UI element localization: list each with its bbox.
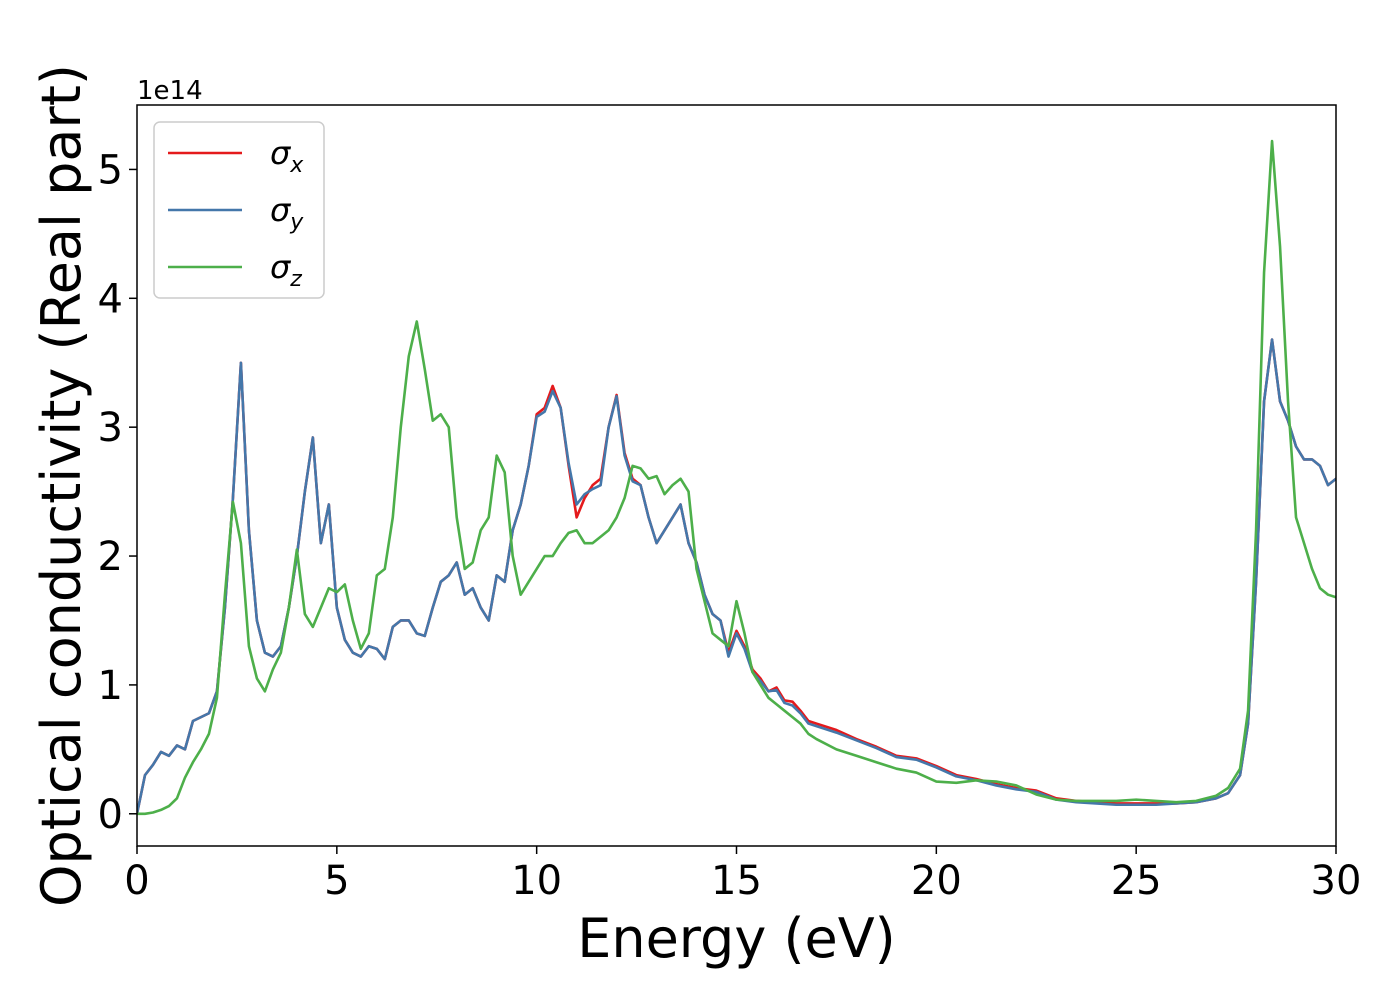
series-layer bbox=[137, 139, 1336, 816]
x-tick-label: 0 bbox=[124, 858, 149, 904]
y-tick-label: 2 bbox=[98, 534, 123, 580]
y-tick-label: 0 bbox=[98, 792, 123, 838]
y-offset-label: 1e14 bbox=[137, 76, 203, 106]
x-tick-label: 30 bbox=[1311, 858, 1362, 904]
y-axis: 0 1 2 3 4 5 bbox=[98, 147, 137, 838]
x-tick-label: 15 bbox=[711, 858, 762, 904]
y-tick-label: 4 bbox=[98, 276, 123, 322]
x-tick-label: 25 bbox=[1111, 858, 1162, 904]
x-tick-label: 5 bbox=[324, 858, 349, 904]
y-tick-label: 5 bbox=[98, 147, 123, 193]
y-tick-label: 3 bbox=[98, 405, 123, 451]
x-axis: 0 5 10 15 20 25 30 bbox=[124, 846, 1361, 904]
series-line-x bbox=[137, 338, 1336, 816]
y-axis-title: Optical conductivity (Real part) bbox=[30, 64, 93, 907]
series-line-y bbox=[137, 338, 1336, 816]
x-tick-label: 10 bbox=[511, 858, 562, 904]
y-tick-label: 1 bbox=[98, 663, 123, 709]
series-line-z bbox=[137, 139, 1336, 816]
x-tick-label: 20 bbox=[911, 858, 962, 904]
x-axis-title: Energy (eV) bbox=[577, 907, 896, 970]
